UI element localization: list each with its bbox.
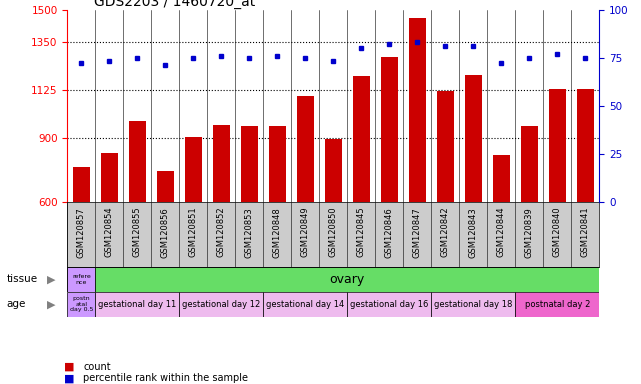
Text: GSM120844: GSM120844 [497,207,506,257]
Text: ■: ■ [64,373,74,383]
Bar [129,121,146,202]
Text: tissue: tissue [6,274,38,285]
Bar [381,56,397,202]
Text: gestational day 11: gestational day 11 [98,300,176,309]
Bar [577,89,594,202]
Text: GSM120851: GSM120851 [189,207,198,257]
Bar [269,126,286,202]
Bar [101,152,118,202]
Bar [409,18,426,202]
Text: GSM120857: GSM120857 [77,207,86,258]
Text: GSM120841: GSM120841 [581,207,590,257]
Text: GSM120839: GSM120839 [525,207,534,258]
Text: ▶: ▶ [47,299,56,310]
Text: gestational day 14: gestational day 14 [266,300,344,309]
Bar [213,125,229,202]
Text: GSM120850: GSM120850 [329,207,338,257]
Bar [297,96,313,202]
Text: GSM120853: GSM120853 [245,207,254,258]
Text: postnatal day 2: postnatal day 2 [524,300,590,309]
Text: percentile rank within the sample: percentile rank within the sample [83,373,248,383]
Text: GSM120842: GSM120842 [441,207,450,257]
Text: count: count [83,362,111,372]
Bar [263,292,347,317]
Text: GSM120843: GSM120843 [469,207,478,258]
Text: GSM120855: GSM120855 [133,207,142,257]
Text: GSM120856: GSM120856 [161,207,170,258]
Bar [437,91,454,202]
Text: GSM120845: GSM120845 [357,207,366,257]
Text: GDS2203 / 1460720_at: GDS2203 / 1460720_at [94,0,255,8]
Bar [73,167,90,202]
Text: gestational day 16: gestational day 16 [350,300,429,309]
Bar [96,292,179,317]
Text: gestational day 18: gestational day 18 [434,300,513,309]
Text: ovary: ovary [329,273,365,286]
Text: GSM120848: GSM120848 [273,207,282,258]
Bar [185,137,202,202]
Text: ▶: ▶ [47,274,56,285]
Text: postn
atal
day 0.5: postn atal day 0.5 [70,296,93,312]
Text: GSM120854: GSM120854 [105,207,114,257]
Bar [465,74,482,202]
Bar [353,76,370,202]
Text: GSM120852: GSM120852 [217,207,226,257]
Bar [493,155,510,202]
Text: age: age [6,299,26,310]
Bar [179,292,263,317]
Bar [521,126,538,202]
Text: refere
nce: refere nce [72,274,90,285]
Text: GSM120846: GSM120846 [385,207,394,258]
Bar [67,267,96,292]
Text: GSM120849: GSM120849 [301,207,310,257]
Bar [325,139,342,202]
Bar [549,89,566,202]
Bar [67,292,96,317]
Bar [347,292,431,317]
Text: gestational day 12: gestational day 12 [182,300,260,309]
Bar [241,126,258,202]
Text: ■: ■ [64,362,74,372]
Bar [157,170,174,202]
Bar [431,292,515,317]
Text: GSM120840: GSM120840 [553,207,562,257]
Bar [515,292,599,317]
Text: GSM120847: GSM120847 [413,207,422,258]
